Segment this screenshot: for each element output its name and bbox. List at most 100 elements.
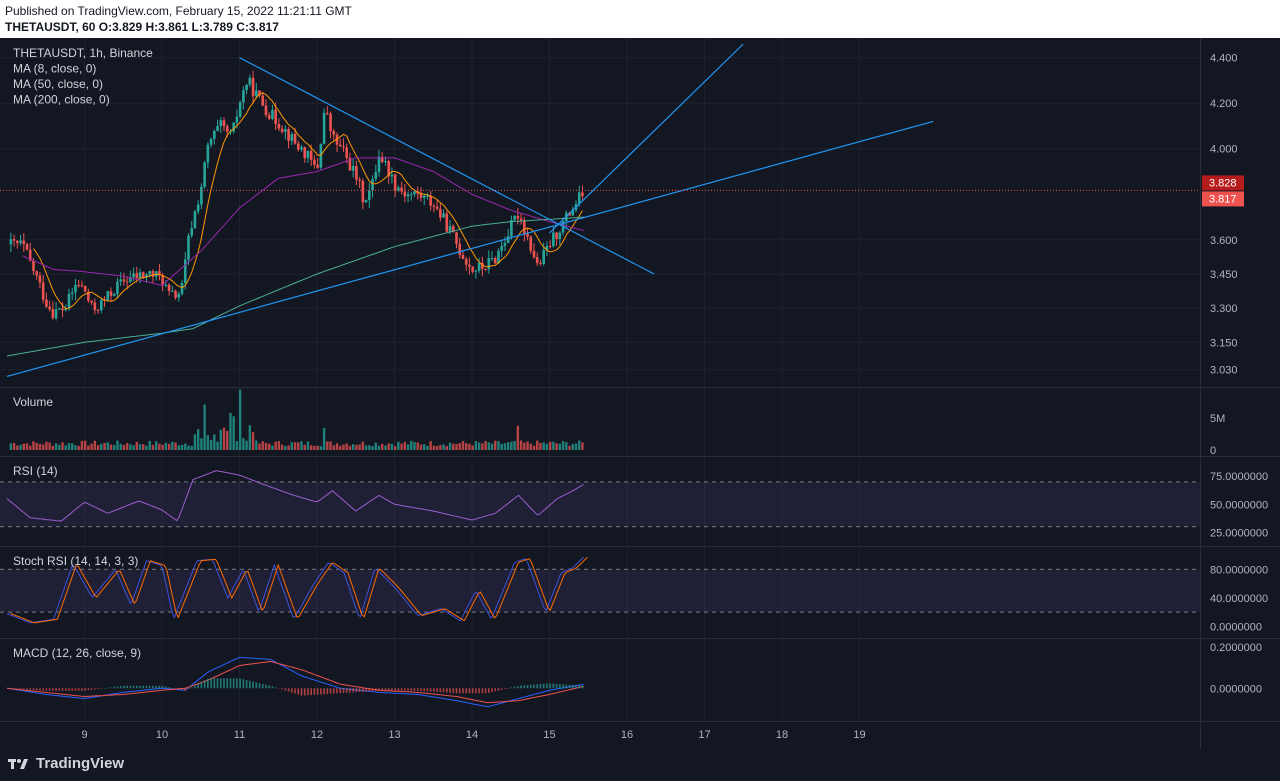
indicator-legend[interactable]: Stoch RSI (14, 14, 3, 3) <box>13 554 138 568</box>
volume-bars <box>9 389 584 450</box>
macd-histogram-bar <box>168 687 170 689</box>
macd-histogram-bar <box>19 688 22 690</box>
volume-bar <box>80 440 84 450</box>
volume-bar <box>400 443 403 450</box>
candle-body <box>513 216 516 221</box>
volume-bar <box>419 444 423 450</box>
macd-histogram-bar <box>500 688 503 690</box>
volume-tick-label: 0 <box>1210 445 1216 457</box>
candle-body <box>581 192 584 197</box>
candle-body <box>355 165 358 180</box>
volume-bar <box>484 441 487 450</box>
volume-bar <box>90 443 93 450</box>
volume-bar <box>500 443 503 450</box>
macd-histogram-bar <box>126 685 128 689</box>
macd-histogram-bar <box>400 688 403 691</box>
volume-bar <box>558 443 562 450</box>
volume-bar <box>571 444 574 450</box>
macd-histogram-bar <box>313 688 316 695</box>
macd-histogram-bar <box>542 683 545 689</box>
candle-body <box>461 254 465 259</box>
macd-histogram-bar <box>165 686 167 689</box>
macd-histogram-bar <box>404 688 406 691</box>
macd-histogram-bar <box>90 688 93 690</box>
rsi-band-fill <box>0 481 1200 527</box>
symbol-legend[interactable]: THETAUSDT, 1h, Binance <box>13 46 153 60</box>
candle-body <box>380 156 384 162</box>
trendline[interactable] <box>6 120 934 378</box>
macd-histogram-bar <box>35 688 38 691</box>
stoch-rsi-line <box>10 556 588 624</box>
macd-histogram-bar <box>384 688 387 691</box>
volume-bar <box>9 443 13 450</box>
volume-bar <box>58 444 61 450</box>
volume-bar <box>164 442 168 450</box>
macd-histogram-bar <box>507 688 509 689</box>
macd-histogram-bar <box>61 688 64 691</box>
candle-body <box>119 279 122 282</box>
trendline[interactable] <box>239 57 655 275</box>
candle-body <box>451 226 455 233</box>
price-tick-label: 4.400 <box>1210 53 1238 65</box>
volume-bar <box>103 443 106 450</box>
tradingview-logo[interactable]: TradingView <box>8 755 124 772</box>
volume-bar <box>297 442 300 450</box>
candle-body <box>345 147 349 158</box>
price-tick-label: 3.300 <box>1210 303 1238 315</box>
ma-legend[interactable]: MA (8, close, 0) <box>13 62 96 76</box>
macd-histogram-bar <box>568 684 571 689</box>
macd-histogram-bar <box>433 688 435 692</box>
macd-histogram-bar <box>533 684 535 689</box>
macd-histogram-bar <box>97 688 99 689</box>
volume-bar <box>351 444 355 450</box>
trendline[interactable] <box>549 43 744 234</box>
volume-bar <box>497 441 500 450</box>
indicator-legend[interactable]: Volume <box>13 395 53 409</box>
volume-bar <box>248 425 252 450</box>
macd-histogram-bar <box>42 688 44 691</box>
indicator-legend[interactable]: RSI (14) <box>13 464 58 478</box>
candle-body <box>474 270 478 272</box>
indicator-legend[interactable]: MACD (12, 26, close, 9) <box>13 646 141 660</box>
ma-legend[interactable]: MA (50, close, 0) <box>13 77 103 91</box>
chart-svg[interactable]: 9 10 11 12 13 14 15 16 17 18 19 4.400 4.200 4.000 3.60… <box>0 38 1280 749</box>
macd-histogram-bar <box>181 688 183 691</box>
candle-body <box>251 77 255 97</box>
macd-histogram-bar <box>10 688 12 689</box>
volume-bar <box>142 444 145 450</box>
macd-histogram-bar <box>565 684 568 689</box>
volume-bar <box>387 443 390 450</box>
volume-bar <box>410 440 413 450</box>
candle-body <box>455 232 458 244</box>
macd-histogram-bar <box>374 688 377 691</box>
candle-body <box>319 143 323 168</box>
macd-histogram-bar <box>161 685 164 689</box>
candle-body <box>64 308 68 311</box>
volume-bar <box>109 444 113 450</box>
stoch-rsi-tick-label: 40.0000000 <box>1210 593 1268 605</box>
volume-bar <box>413 442 416 450</box>
candle-body <box>287 129 290 141</box>
volume-bar <box>135 441 139 450</box>
macd-histogram-bar <box>381 688 384 691</box>
candle-body <box>58 308 61 310</box>
macd-histogram-bar <box>71 688 74 691</box>
macd-histogram-bar <box>68 688 70 691</box>
candle-body <box>435 206 439 209</box>
candle-body <box>151 271 155 277</box>
ma-legend[interactable]: MA (200, close, 0) <box>13 93 110 107</box>
candle-body <box>445 213 449 232</box>
chart-area[interactable]: 9 10 11 12 13 14 15 16 17 18 19 4.400 4.200 4.000 3.60… <box>0 38 1280 749</box>
macd-histogram-bar <box>171 687 174 689</box>
candles <box>9 70 584 321</box>
macd-histogram-bar <box>559 684 561 689</box>
volume-bar <box>529 443 532 450</box>
volume-bar <box>83 440 87 450</box>
macd-histogram-bar <box>491 688 493 693</box>
volume-bar <box>510 441 513 450</box>
candle-body <box>406 194 410 197</box>
candle-body <box>290 134 294 141</box>
volume-bar <box>61 442 64 450</box>
macd-histogram-bar <box>552 683 555 689</box>
candle-body <box>400 187 403 192</box>
